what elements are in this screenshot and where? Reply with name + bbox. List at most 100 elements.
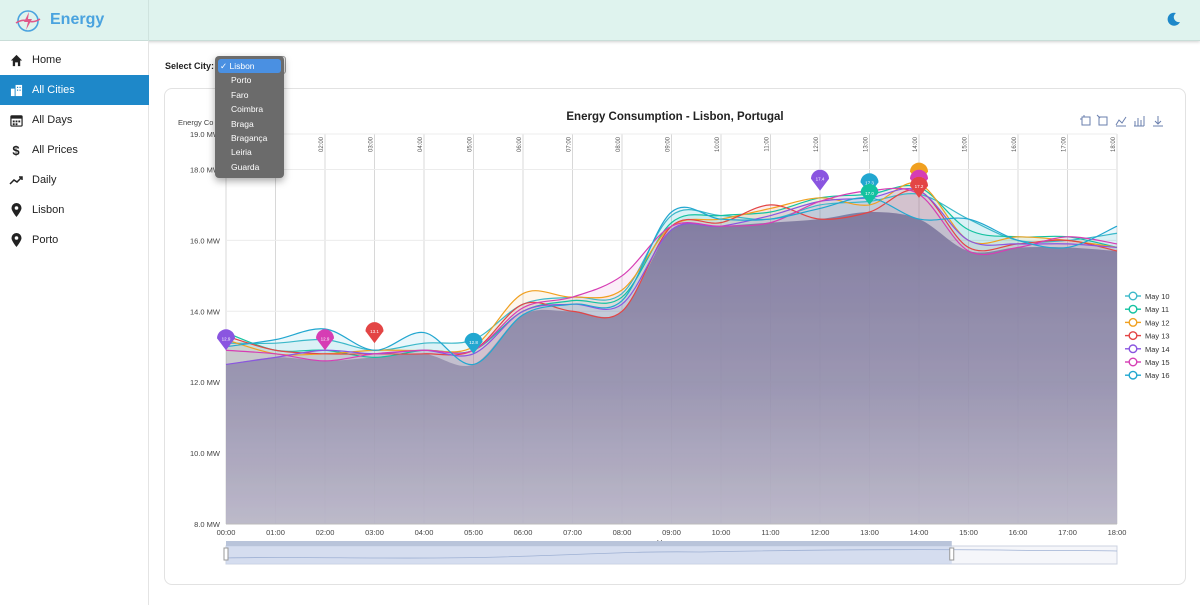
x-tick-label: 03:00 bbox=[365, 528, 384, 537]
y-tick-label: 14.0 MW bbox=[190, 307, 221, 316]
marker-pin-shape bbox=[365, 322, 384, 344]
x-tick-label: 07:00 bbox=[563, 528, 582, 537]
top-axis-label: 02:00 bbox=[319, 136, 325, 152]
marker-label: 12.9 bbox=[321, 336, 330, 341]
marker-label: 17.3 bbox=[865, 180, 874, 185]
brush-handle-bar bbox=[226, 541, 952, 546]
series-area bbox=[226, 197, 1117, 524]
marker-label: 12.8 bbox=[469, 340, 478, 345]
top-axis-label: 15:00 bbox=[963, 136, 969, 152]
marker-pin[interactable]: 17.3 bbox=[860, 173, 879, 195]
legend-swatch-dot bbox=[1128, 317, 1138, 327]
marker-label: 17.2 bbox=[915, 184, 924, 189]
x-tick-label: 13:00 bbox=[860, 528, 879, 537]
brush-handle-right bbox=[949, 547, 955, 561]
y-axis: 8.0 MW 10.0 MW 12.0 MW 14.0 MW 16.0 MW 18.0 M… bbox=[190, 130, 1117, 529]
marker-label: 17.0 bbox=[865, 191, 874, 196]
top-axis-label: 14:00 bbox=[913, 136, 919, 152]
series-area bbox=[226, 188, 1117, 524]
legend-item[interactable]: May 12 bbox=[1125, 317, 1170, 327]
x-tick-label: 02:00 bbox=[316, 528, 335, 537]
y-tick-label: 18.0 MW bbox=[190, 165, 221, 174]
city-option[interactable]: Leiria bbox=[231, 147, 252, 158]
download-icon[interactable] bbox=[1153, 116, 1163, 127]
zoom-icon[interactable] bbox=[1080, 115, 1091, 126]
city-option[interactable]: Porto bbox=[231, 75, 252, 86]
city-option[interactable]: Bragança bbox=[231, 132, 268, 143]
city-option[interactable]: Braga bbox=[231, 118, 254, 129]
city-icon bbox=[0, 84, 32, 97]
dark-mode-moon-icon[interactable] bbox=[1166, 11, 1182, 27]
legend-label: May 15 bbox=[1145, 358, 1170, 367]
legend-label: May 13 bbox=[1145, 332, 1170, 341]
dollar-icon: $ bbox=[12, 142, 20, 158]
x-tick-label: 18:00 bbox=[1108, 528, 1127, 537]
legend-swatch-dot bbox=[1128, 331, 1138, 341]
top-axis-label: 06:00 bbox=[517, 136, 523, 152]
top-axis-label: 08:00 bbox=[616, 136, 622, 152]
marker-pin[interactable]: 17.0 bbox=[860, 183, 879, 205]
legend-item[interactable]: May 10 bbox=[1125, 291, 1170, 301]
sidebar-item-lisbon[interactable]: Lisbon bbox=[0, 195, 149, 225]
sidebar-item-all-days[interactable]: All Days bbox=[0, 105, 149, 135]
marker-pin[interactable]: 12.9 bbox=[217, 329, 235, 351]
legend-item[interactable]: May 16 bbox=[1125, 370, 1170, 380]
top-axis: 01:0002:0003:0004:0005:0006:0007:0008:00… bbox=[270, 136, 1118, 152]
sidebar-item-home[interactable]: Home bbox=[0, 45, 149, 75]
city-option[interactable]: Coimbra bbox=[231, 104, 264, 115]
y-axis-title: Energy Co bbox=[178, 118, 213, 127]
legend-item[interactable]: May 14 bbox=[1125, 344, 1170, 354]
marker-label: 13.1 bbox=[370, 329, 379, 334]
top-axis-label: 17:00 bbox=[1062, 136, 1068, 152]
sidebar-item-all-cities[interactable]: All Cities bbox=[0, 75, 149, 105]
marker-pin[interactable]: 12.9 bbox=[316, 329, 334, 351]
legend-label: May 11 bbox=[1145, 305, 1169, 314]
city-option[interactable]: ✓ Lisbon bbox=[218, 59, 281, 74]
legend-item[interactable]: May 11 bbox=[1125, 304, 1169, 314]
app-title: Energy bbox=[50, 11, 105, 28]
marker-pin-shape bbox=[811, 169, 829, 191]
sidebar: Home All Cities All Days $ All Prices Da… bbox=[0, 41, 149, 605]
sidebar-item-label: All Cities bbox=[32, 84, 75, 96]
legend-label: May 10 bbox=[1145, 292, 1170, 301]
legend-item[interactable]: May 15 bbox=[1125, 357, 1170, 367]
pin-icon bbox=[0, 233, 32, 247]
legend-item[interactable]: May 13 bbox=[1125, 331, 1170, 341]
marker-pin[interactable]: 13.1 bbox=[365, 322, 384, 344]
top-axis-label: 12:00 bbox=[814, 136, 820, 152]
sidebar-item-daily[interactable]: Daily bbox=[0, 165, 149, 195]
city-dropdown[interactable]: ✓ Lisbon Porto Faro Coimbra Braga Bragança Lei… bbox=[215, 56, 284, 178]
x-tick-label: 14:00 bbox=[910, 528, 929, 537]
x-tick-label: 01:00 bbox=[266, 528, 285, 537]
sidebar-item-porto[interactable]: Porto bbox=[0, 225, 149, 255]
logo-area[interactable]: Energy bbox=[0, 0, 149, 41]
marker-pin[interactable]: 12.8 bbox=[464, 332, 483, 354]
legend-swatch-dot bbox=[1128, 304, 1138, 314]
sidebar-item-label: Porto bbox=[32, 234, 59, 246]
series-line bbox=[225, 197, 1118, 366]
area-series bbox=[226, 182, 1117, 524]
x-tick-label: 08:00 bbox=[613, 528, 632, 537]
top-axis-label: 05:00 bbox=[468, 136, 474, 152]
marker-pin[interactable]: 17.2 bbox=[910, 176, 928, 198]
range-brush[interactable] bbox=[223, 541, 1118, 565]
line-chart-icon[interactable] bbox=[1115, 116, 1127, 127]
legend-label: May 14 bbox=[1145, 345, 1170, 354]
marker-pin-shape bbox=[910, 176, 928, 198]
city-option[interactable]: Faro bbox=[231, 89, 249, 100]
zoom-reset-icon[interactable] bbox=[1096, 114, 1108, 126]
home-icon bbox=[0, 54, 32, 67]
city-option[interactable]: Guarda bbox=[231, 161, 260, 172]
bar-chart-icon[interactable] bbox=[1134, 116, 1145, 127]
top-axis-label: 07:00 bbox=[567, 136, 573, 152]
legend-swatch-dot bbox=[1128, 344, 1138, 354]
brush-selection bbox=[226, 546, 952, 564]
marker-pin[interactable]: 17.4 bbox=[811, 169, 829, 191]
top-axis-label: 10:00 bbox=[715, 136, 721, 152]
x-tick-label: 04:00 bbox=[415, 528, 434, 537]
legend-swatch-dot bbox=[1128, 291, 1138, 301]
series-line bbox=[225, 187, 1118, 362]
sidebar-item-all-prices[interactable]: $ All Prices bbox=[0, 135, 149, 165]
series-area bbox=[226, 185, 1117, 524]
